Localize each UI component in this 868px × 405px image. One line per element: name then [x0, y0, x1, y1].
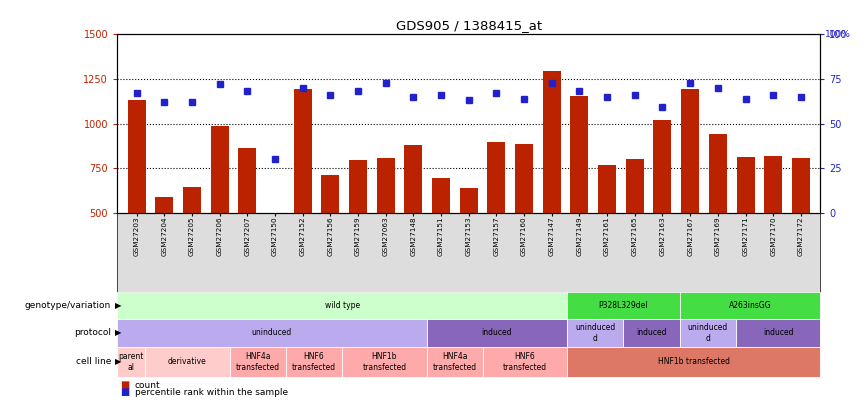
Bar — [349, 160, 367, 213]
Bar — [321, 175, 339, 213]
Text: ▶: ▶ — [115, 301, 122, 310]
Bar — [542, 71, 561, 213]
Text: uninduced: uninduced — [252, 328, 292, 337]
Text: HNF1b
transfected: HNF1b transfected — [362, 352, 406, 371]
Text: HNF4a
transfected: HNF4a transfected — [236, 352, 279, 371]
Bar — [681, 89, 699, 213]
Bar — [183, 187, 201, 213]
Text: P328L329del: P328L329del — [599, 301, 648, 310]
Text: ■: ■ — [120, 380, 129, 390]
Bar — [239, 149, 256, 213]
Text: induced: induced — [482, 328, 512, 337]
Bar — [598, 164, 616, 213]
Text: HNF6
transfected: HNF6 transfected — [292, 352, 336, 371]
Bar — [709, 134, 727, 213]
Text: protocol: protocol — [74, 328, 111, 337]
Bar — [654, 120, 672, 213]
Text: genotype/variation: genotype/variation — [25, 301, 111, 310]
Text: HNF6
transfected: HNF6 transfected — [503, 352, 547, 371]
Text: percentile rank within the sample: percentile rank within the sample — [135, 388, 287, 397]
Title: GDS905 / 1388415_at: GDS905 / 1388415_at — [396, 19, 542, 32]
Text: HNF4a
transfected: HNF4a transfected — [432, 352, 477, 371]
Text: parent
al: parent al — [119, 352, 144, 371]
Bar — [515, 144, 533, 213]
Bar — [764, 156, 782, 213]
Bar — [570, 96, 589, 213]
Bar — [737, 158, 754, 213]
Text: uninduced
d: uninduced d — [687, 323, 728, 343]
Text: 100%: 100% — [825, 30, 851, 39]
Text: cell line: cell line — [76, 357, 111, 367]
Bar — [404, 145, 423, 213]
Text: ▶: ▶ — [115, 357, 122, 367]
Bar — [626, 159, 644, 213]
Bar — [488, 142, 505, 213]
Text: induced: induced — [763, 328, 793, 337]
Text: A263insGG: A263insGG — [728, 301, 772, 310]
Bar — [128, 100, 146, 213]
Bar — [432, 178, 450, 213]
Text: count: count — [135, 381, 161, 390]
Bar — [792, 158, 810, 213]
Text: ■: ■ — [120, 387, 129, 397]
Bar — [155, 196, 174, 213]
Text: HNF1b transfected: HNF1b transfected — [658, 357, 730, 367]
Bar — [460, 188, 477, 213]
Bar — [293, 89, 312, 213]
Text: wild type: wild type — [325, 301, 359, 310]
Text: derivative: derivative — [168, 357, 207, 367]
Bar — [211, 126, 228, 213]
Text: induced: induced — [636, 328, 667, 337]
Text: uninduced
d: uninduced d — [575, 323, 615, 343]
Bar — [377, 158, 395, 213]
Text: ▶: ▶ — [115, 328, 122, 337]
